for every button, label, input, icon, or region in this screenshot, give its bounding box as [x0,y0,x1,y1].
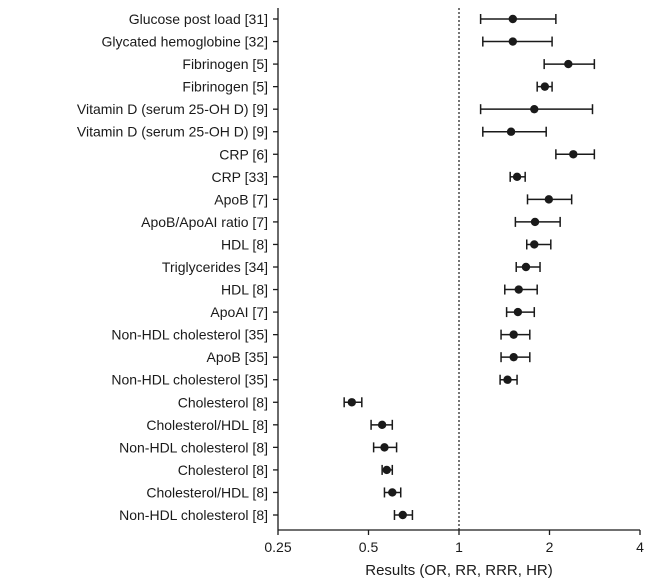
estimate-row [515,262,541,272]
point-estimate [530,217,540,227]
x-tick-label: 0.5 [359,539,379,555]
point-estimate [380,443,389,452]
estimate-row [370,419,394,430]
point-estimate [508,14,518,24]
point-estimate [508,37,518,46]
point-estimate [388,488,397,497]
point-estimate [512,172,522,182]
row-label: Non-HDL cholesterol [35] [111,327,268,343]
x-ticks: 0.25 0.5 1 2 4 [264,530,644,555]
point-estimate [503,375,512,384]
x-tick-label: 1 [455,539,463,555]
estimate-row [500,352,531,363]
point-estimate [513,307,523,317]
estimate-row [479,14,557,24]
point-estimate [506,127,516,136]
row-label: Non-HDL cholesterol [8] [119,439,268,455]
row-label: Vitamin D (serum 25-OH D) [9] [77,124,268,140]
point-estimate [398,510,407,520]
row-label: Cholesterol/HDL [8] [146,484,268,500]
estimate-row [482,126,547,137]
row-label: Vitamin D (serum 25-OH D) [9] [77,101,268,117]
estimate-row [383,487,402,498]
point-estimate [569,150,578,159]
row-label: ApoB [35] [207,349,269,365]
x-axis-title: Results (OR, RR, RRR, HR) [365,562,553,579]
estimate-row [372,442,398,453]
x-tick-label: 4 [636,539,644,555]
row-label: ApoB/ApoAI ratio [7] [141,214,268,230]
estimate-row [555,149,596,160]
row-label: Cholesterol/HDL [8] [146,417,268,433]
point-estimate [564,59,573,69]
point-estimate [544,195,554,204]
row-label: CRP [6] [219,146,268,162]
estimate-row [526,194,573,205]
point-estimate [377,420,387,430]
estimate-row [393,510,414,520]
row-label: Non-HDL cholesterol [8] [119,507,268,523]
row-label: Cholesterol [8] [178,462,268,478]
estimate-row [381,464,394,475]
point-estimate [509,352,518,362]
point-estimate [382,465,391,475]
row-label: Triglycerides [34] [162,259,268,275]
point-estimate [514,285,523,294]
estimates-group [343,14,596,520]
estimate-row [525,239,552,250]
estimate-row [543,59,596,70]
x-tick-label: 2 [546,539,554,555]
row-label: Glucose post load [31] [129,11,268,27]
row-label: Glycated hemoglobine [32] [101,34,268,50]
estimate-row [504,284,538,295]
estimate-row [482,36,553,47]
estimate-row [479,104,594,115]
row-label: ApoB [7] [214,191,268,207]
point-estimate [347,398,357,407]
estimate-row [505,307,536,318]
estimate-row [536,81,553,92]
point-estimate [530,104,539,114]
estimate-row [343,397,363,408]
row-label: Non-HDL cholesterol [35] [111,372,268,388]
estimate-row [509,171,526,182]
row-labels: Glucose post load [31] Glycated hemoglobi… [77,11,278,523]
point-estimate [530,240,539,249]
point-estimate [521,262,531,272]
row-label: Cholesterol [8] [178,394,268,410]
estimate-row [499,374,518,385]
row-label: CRP [33] [211,169,268,185]
estimate-row [500,329,531,340]
estimate-row [514,216,561,227]
point-estimate [509,330,518,339]
row-label: Fibrinogen [5] [182,79,268,95]
point-estimate [540,82,550,91]
row-label: HDL [8] [221,236,268,252]
row-label: HDL [8] [221,282,268,298]
row-label: ApoAI [7] [210,304,268,320]
x-tick-label: 0.25 [264,539,291,555]
row-label: Fibrinogen [5] [182,56,268,72]
